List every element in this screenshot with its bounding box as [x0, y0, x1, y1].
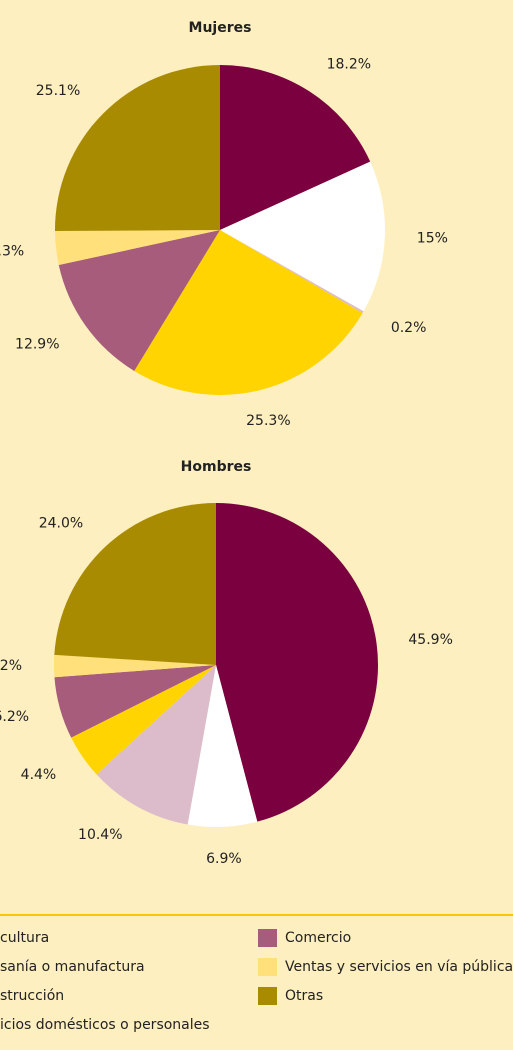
- legend-label: Otras: [285, 988, 323, 1004]
- pie-slice: [220, 230, 364, 314]
- pie-slice: [96, 665, 216, 825]
- chart-title: Mujeres: [189, 20, 252, 36]
- pie-slice: [54, 654, 217, 678]
- legend-swatch: [258, 987, 277, 1005]
- pie-slice: [58, 230, 220, 371]
- pie-slice: [216, 503, 379, 822]
- data-label: 45.9%: [408, 632, 452, 648]
- data-label: 0.2%: [391, 320, 427, 336]
- data-label: 25.1%: [36, 83, 80, 99]
- legend-label: strucción: [0, 988, 64, 1004]
- legend-label: icios domésticos o personales: [0, 1017, 210, 1033]
- data-label: 4.4%: [21, 767, 57, 783]
- data-label: 6.9%: [206, 851, 242, 867]
- data-label: 6.2%: [0, 709, 29, 725]
- pie-slice: [54, 503, 216, 665]
- data-label: 18.2%: [327, 56, 371, 72]
- chart-title: Hombres: [181, 459, 252, 475]
- pie-slice: [55, 230, 220, 265]
- legend-label: Ventas y servicios en vía pública: [285, 959, 513, 975]
- pie-slice: [55, 65, 220, 232]
- pie-slice: [187, 665, 258, 827]
- legend-label: Comercio: [285, 930, 351, 946]
- pie-slice: [54, 665, 216, 738]
- data-label: 10.4%: [78, 827, 122, 843]
- legend-swatch: [258, 929, 277, 947]
- data-label: 2.2%: [0, 658, 22, 674]
- pie-slice: [220, 65, 371, 230]
- data-label: 25.3%: [246, 413, 290, 429]
- pie-slice: [71, 665, 216, 775]
- data-label: 3.3%: [0, 244, 24, 260]
- data-label: 12.9%: [15, 336, 59, 352]
- data-label: 24.0%: [39, 516, 83, 532]
- legend-swatch: [258, 958, 277, 976]
- legend-label: cultura: [0, 930, 49, 946]
- legend-label: sanía o manufactura: [0, 959, 145, 975]
- data-label: 15%: [417, 231, 448, 247]
- pie-slice: [134, 230, 363, 396]
- pie-slice: [220, 161, 385, 312]
